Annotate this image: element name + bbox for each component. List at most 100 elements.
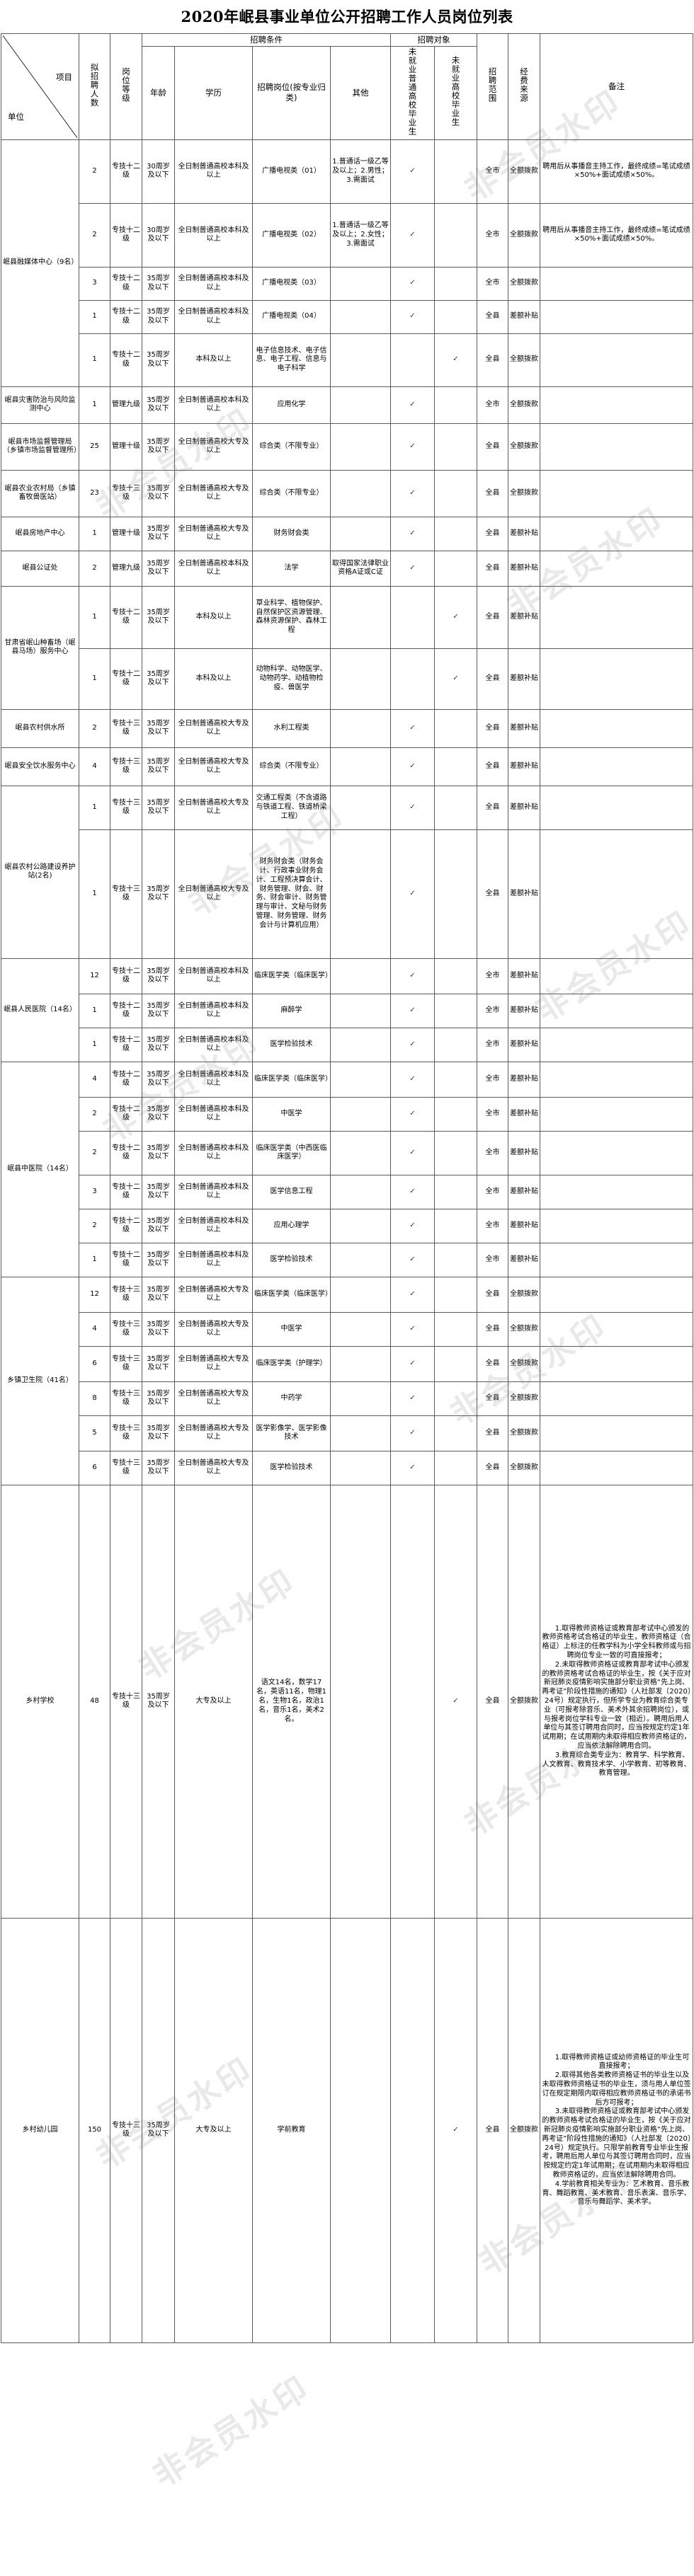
cell-scope: 全市 — [477, 993, 508, 1028]
cell-other — [330, 1450, 391, 1485]
cell-other — [330, 785, 391, 830]
cell-funding: 差额补贴 — [508, 1208, 540, 1243]
table-row: 岷县中医院（14名） 4 专技十二级 35周岁及以下 全日制普通高校本科及以上 临床医学类… — [1, 1061, 693, 1277]
cell-planned-count: 1 — [79, 648, 110, 710]
cell-post-major: 临床医学类（护理学） — [252, 1345, 331, 1382]
cell-other — [330, 585, 391, 649]
table-row: 甘肃省岷山种畜场（岷县马场）服务中心 1 专技十二级 35周岁及以下 本科及以上 草业科学… — [1, 585, 693, 710]
cell-target-college — [434, 469, 477, 517]
table-row: 2 专技十二级 35周岁及以下 全日制普通高校本科及以上 中医学 ✓ 全市 差额补贴 — [1, 1096, 693, 1132]
cell-funding: 差额补贴 — [508, 1242, 540, 1277]
cell-post-major: 中医学 — [252, 1311, 331, 1347]
cell-scope: 全县 — [477, 785, 508, 830]
cell-post-level: 专技十三级 — [110, 1381, 142, 1416]
cell-other — [330, 1174, 391, 1209]
cell-funding: 差额补贴 — [508, 993, 540, 1028]
header-row-1: 项目 单位 拟招聘人数 岗位等级 招聘条件 招聘对象 招聘范围 经费来源 备注 — [1, 33, 693, 140]
recruitment-table: 项目 单位 拟招聘人数 岗位等级 招聘条件 招聘对象 招聘范围 经费来源 备注 … — [1, 33, 693, 2343]
cell-post-level: 管理九级 — [110, 550, 142, 587]
cell-age: 35周岁及以下 — [142, 1027, 175, 1062]
table-row: 5 专技十三级 35周岁及以下 全日制普通高校大专及以上 医学影像学、医学影像技术 ✓ 全县… — [1, 1415, 693, 1451]
cell-target-college — [434, 993, 477, 1028]
cell-target-college: ✓ — [434, 585, 477, 649]
cell-other — [330, 1096, 391, 1132]
cell-other — [330, 747, 391, 786]
cell-target-college: ✓ — [434, 333, 477, 387]
cell-post-major: 临床医学类（临床医学） — [252, 1276, 332, 1313]
cell-remark — [540, 1208, 693, 1243]
cell-target-general: ✓ — [390, 1381, 435, 1416]
cell-other — [330, 1130, 391, 1175]
cell-target-college — [434, 708, 477, 748]
cell-education: 全日制普通高校大专及以上 — [174, 785, 253, 830]
cell-target-general: ✓ — [390, 422, 435, 471]
cell-scope: 全县 — [477, 1381, 508, 1416]
cell-post-level: 专技十三级 — [110, 469, 142, 517]
cell-scope: 全市 — [477, 1027, 508, 1062]
header-remark: 备注 — [540, 33, 693, 140]
cell-scope: 全县 — [477, 829, 508, 959]
table-row: 3 专技十二级 35周岁及以下 全日制普通高校本科及以上 医学信息工程 ✓ 全市 差额补贴 — [1, 1174, 693, 1209]
diagonal-divider-icon — [2, 35, 78, 138]
cell-funding: 全额拨款 — [508, 1917, 540, 2343]
cell-target-college — [434, 386, 477, 424]
cell-funding: 差额补贴 — [508, 1061, 540, 1098]
cell-planned-count: 1 — [79, 386, 110, 424]
cell-education: 全日制普通高校本科及以上 — [174, 1242, 253, 1277]
cell-education: 全日制普通高校本科及以上 — [174, 550, 253, 587]
cell-scope: 全市 — [477, 1061, 508, 1098]
cell-post-level: 专技十二级 — [110, 202, 142, 268]
cell-planned-count: 23 — [79, 469, 110, 517]
cell-post-level: 专技十三级 — [110, 1917, 142, 2343]
cell-target-college — [434, 266, 477, 301]
cell-planned-count: 1 — [79, 516, 110, 551]
cell-post-level: 专技十三级 — [110, 829, 142, 959]
cell-funding: 差额补贴 — [508, 585, 540, 649]
cell-other — [330, 958, 391, 994]
cell-target-general: ✓ — [390, 266, 435, 301]
header-planned-count: 拟招聘人数 — [79, 33, 110, 140]
cell-education: 全日制普通高校本科及以上 — [174, 958, 253, 994]
cell-scope: 全市 — [477, 1096, 508, 1132]
cell-planned-count: 1 — [79, 333, 110, 387]
cell-planned-count: 12 — [79, 1276, 110, 1313]
cell-education: 全日制普通高校本科及以上 — [174, 993, 253, 1028]
cell-funding: 差额补贴 — [508, 958, 540, 994]
cell-other: 1.普通话一级乙等及以上；2.女性；3.需面试 — [330, 202, 391, 268]
cell-target-general: ✓ — [390, 1242, 435, 1277]
cell-remark — [540, 1027, 693, 1062]
cell-education: 全日制普通高校大专及以上 — [174, 516, 253, 551]
cell-education: 全日制普通高校大专及以上 — [174, 1311, 253, 1347]
cell-target-general: ✓ — [390, 1130, 435, 1175]
cell-education: 全日制普通高校大专及以上 — [174, 829, 253, 959]
cell-remark — [540, 1242, 693, 1277]
cell-other — [330, 422, 391, 471]
cell-age: 35周岁及以下 — [142, 1917, 175, 2343]
cell-education: 全日制普通高校本科及以上 — [174, 1027, 253, 1062]
table-row: 岷县灾害防治与风险监测中心 1 管理九级 35周岁及以下 全日制普通高校本科及以上 应用化… — [1, 386, 693, 424]
cell-education: 大专及以上 — [174, 1484, 253, 1919]
cell-target-general: ✓ — [390, 1311, 435, 1347]
cell-planned-count: 6 — [79, 1345, 110, 1382]
cell-target-general: ✓ — [390, 1276, 435, 1313]
cell-target-general — [390, 648, 435, 710]
cell-target-general: ✓ — [390, 1061, 435, 1098]
table-row: 乡镇卫生院（41名） 12 专技十三级 35周岁及以下 全日制普通高校大专及以上 临床医学… — [1, 1276, 693, 1485]
cell-scope: 全县 — [477, 708, 508, 748]
cell-scope: 全县 — [477, 1484, 508, 1919]
cell-funding: 全额拨款 — [508, 386, 540, 424]
table-row: 2 专技十二级 35周岁及以下 全日制普通高校本科及以上 临床医学类（中西医临床医学） ✓… — [1, 1130, 693, 1175]
cell-scope: 全市 — [477, 139, 508, 204]
cell-post-major: 临床医学类（临床医学） — [252, 958, 332, 994]
cell-planned-count: 2 — [79, 1208, 110, 1243]
cell-remark — [540, 708, 693, 748]
cell-unit: 乡镇卫生院（41名） — [1, 1276, 79, 1485]
cell-remark — [540, 1276, 693, 1313]
cell-target-general: ✓ — [390, 708, 435, 748]
header-corner-cell: 项目 单位 — [1, 33, 79, 140]
cell-remark — [540, 585, 693, 649]
cell-scope: 全县 — [477, 333, 508, 387]
cell-education: 全日制普通高校本科及以上 — [174, 139, 253, 204]
cell-remark — [540, 1311, 693, 1347]
cell-other — [330, 1917, 391, 2343]
